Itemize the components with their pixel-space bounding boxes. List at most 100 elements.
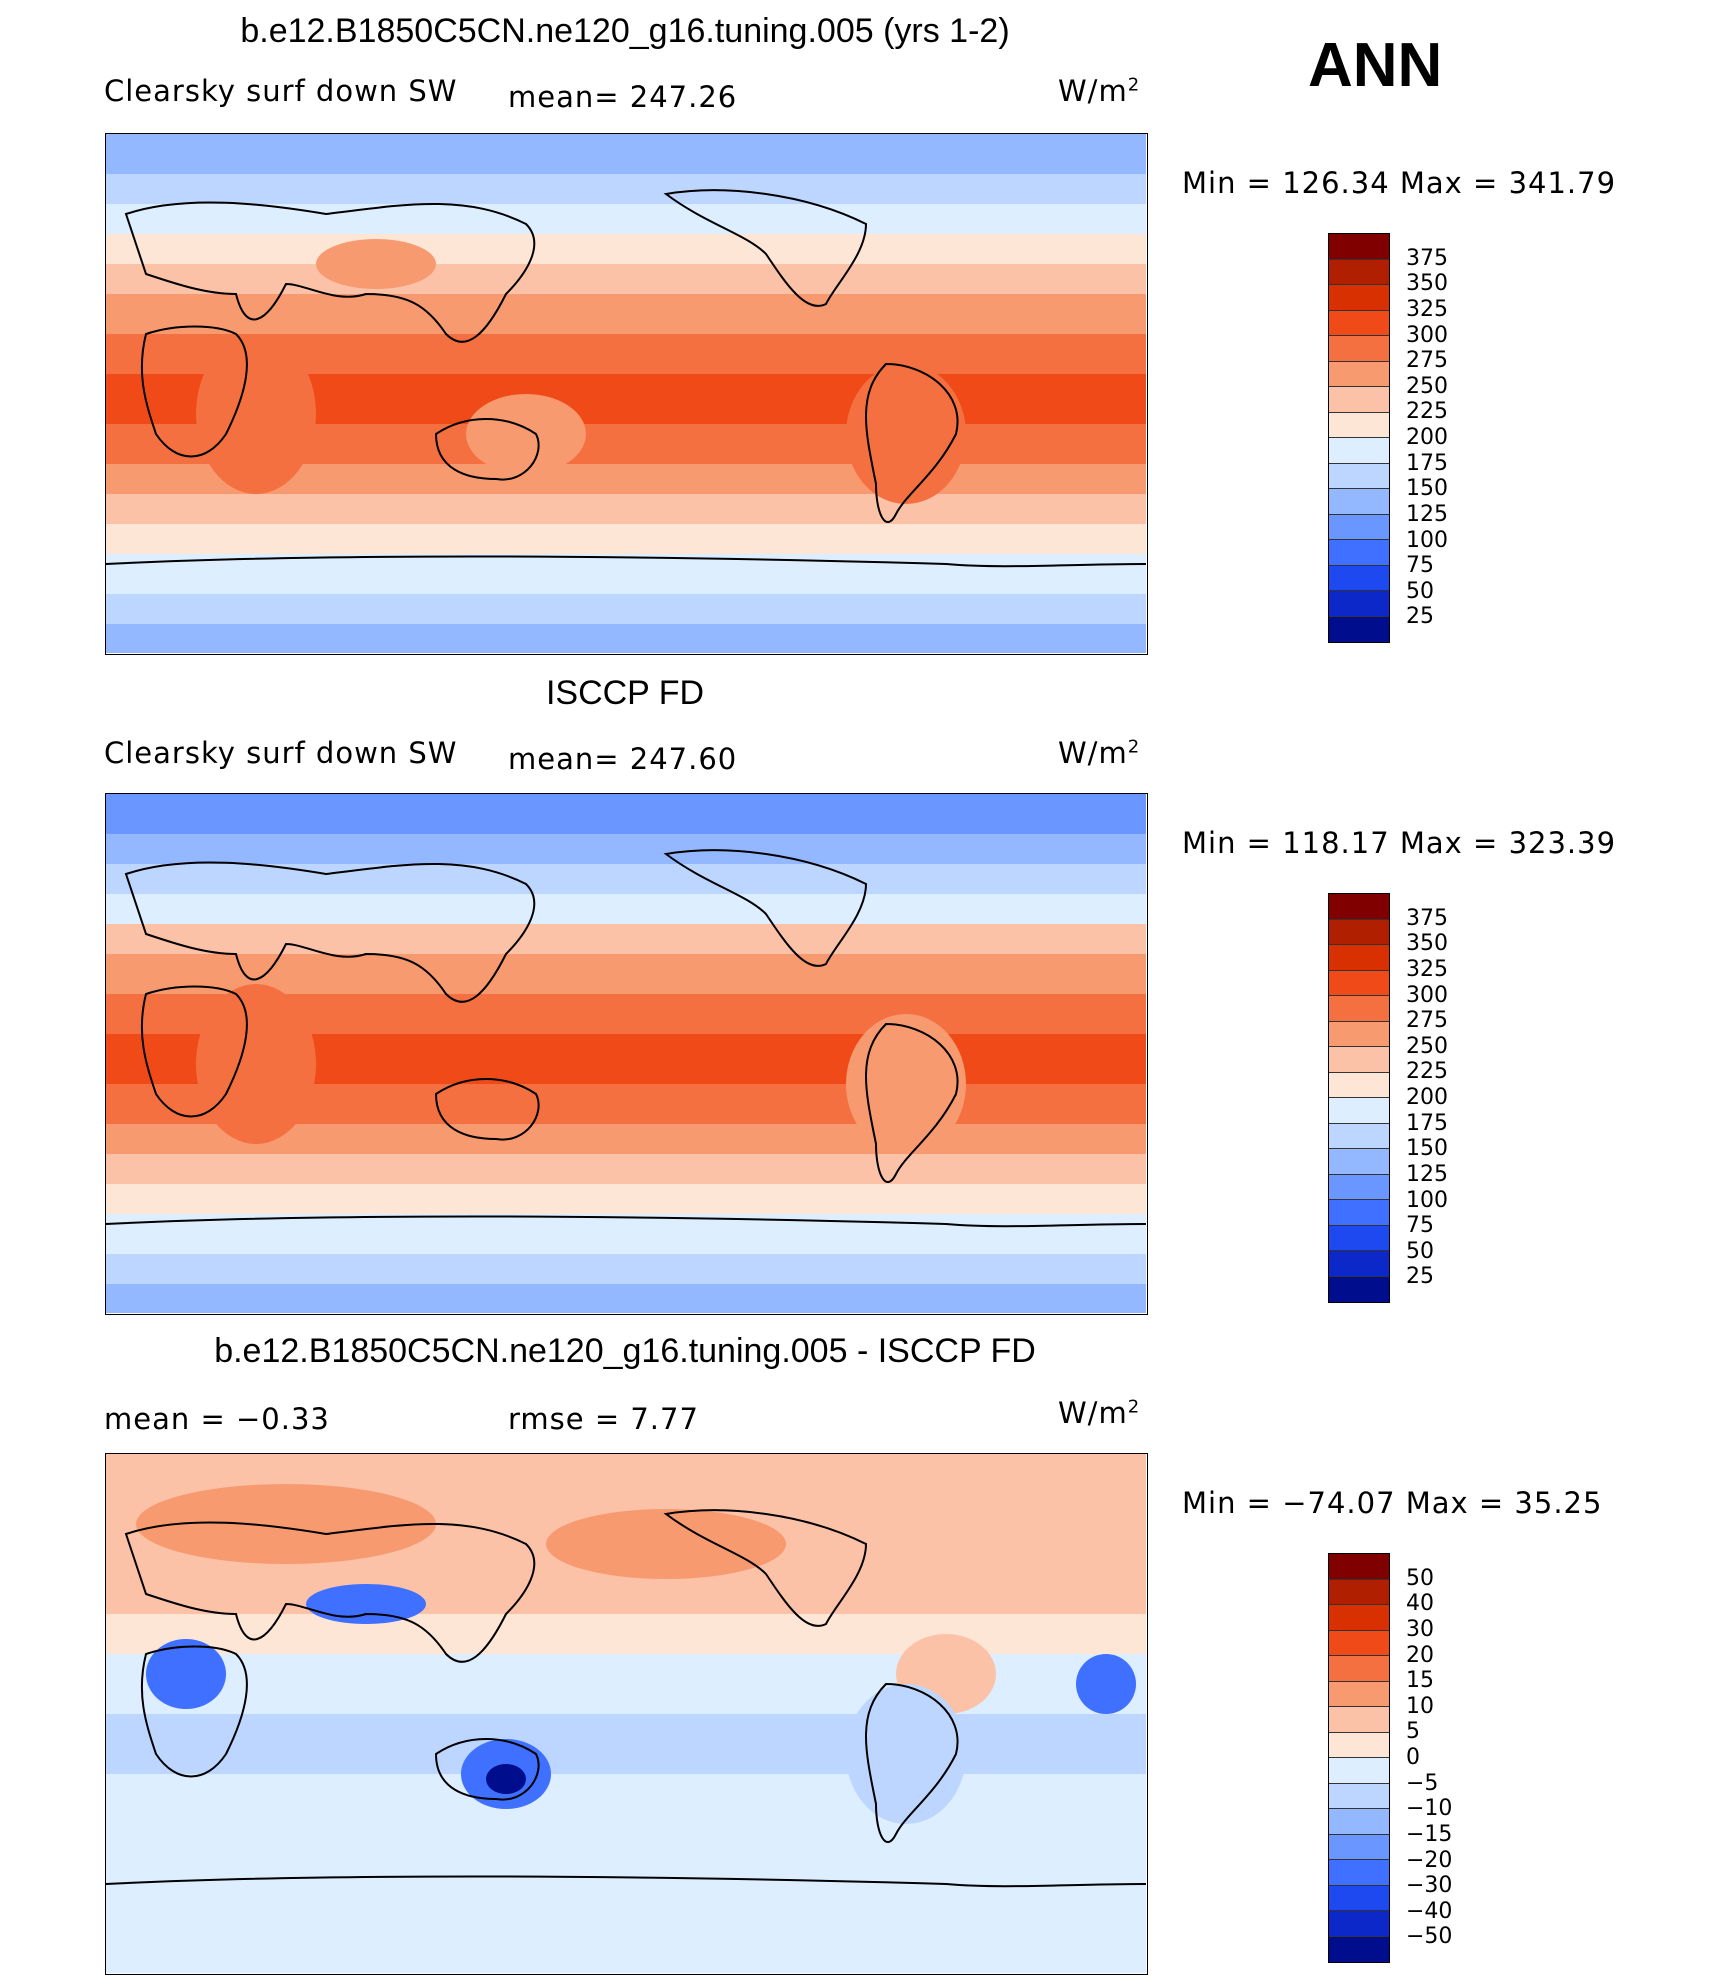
colorbar-tick-label: 20 <box>1406 1642 1434 1668</box>
colorbar-tick-label: 50 <box>1406 578 1434 604</box>
colorbar-swatch <box>1329 1936 1389 1962</box>
panel3-mean-label: mean = −0.33 <box>104 1402 330 1436</box>
panel3-colorbar-labels: 50 40 30 20 15 10 5 0 −5 −10 −15 −20 −30 −40 −50 <box>1406 1553 1526 1963</box>
panel1-mean-label: mean= 247.26 <box>508 80 738 114</box>
panel1-units: W/m2 <box>1058 74 1141 108</box>
colorbar-swatch <box>1329 1681 1389 1707</box>
colorbar-tick-label: 125 <box>1406 501 1448 527</box>
colorbar-swatch <box>1329 565 1389 591</box>
colorbar-swatch <box>1329 540 1389 566</box>
panel3-colorbar <box>1328 1553 1390 1963</box>
colorbar-swatch <box>1329 996 1389 1022</box>
colorbar-tick-label: 325 <box>1406 296 1448 322</box>
colorbar-tick-label: 150 <box>1406 1136 1448 1162</box>
colorbar-tick-label: 100 <box>1406 527 1448 553</box>
panel1-title: b.e12.B1850C5CN.ne120_g16.tuning.005 (yr… <box>240 12 1010 50</box>
colorbar-swatch <box>1329 1783 1389 1809</box>
colorbar-swatch <box>1329 1732 1389 1758</box>
colorbar-swatch <box>1329 1047 1389 1073</box>
panel2-colorbar-labels: 375 350 325 300 275 250 225 200 175 150 125 100 75 50… <box>1406 893 1526 1303</box>
colorbar-tick-label: −40 <box>1406 1898 1453 1924</box>
colorbar-tick-label: 300 <box>1406 982 1448 1008</box>
colorbar-tick-label: 200 <box>1406 1085 1448 1110</box>
panel3-units: W/m2 <box>1058 1396 1141 1430</box>
colorbar-tick-label: 75 <box>1406 1213 1434 1239</box>
colorbar-tick-label: 225 <box>1406 1059 1448 1085</box>
colorbar-swatch <box>1329 945 1389 971</box>
colorbar-tick-label: 25 <box>1406 604 1434 630</box>
colorbar-swatch <box>1329 438 1389 464</box>
colorbar-tick-label: 200 <box>1406 425 1448 450</box>
colorbar-swatch <box>1329 285 1389 311</box>
colorbar-tick-label: 75 <box>1406 553 1434 579</box>
colorbar-tick-label: 275 <box>1406 1008 1448 1034</box>
colorbar-swatch <box>1329 1656 1389 1682</box>
colorbar-swatch <box>1329 387 1389 413</box>
colorbar-swatch <box>1329 1885 1389 1911</box>
panel3-rmse-label: rmse = 7.77 <box>508 1402 699 1436</box>
colorbar-tick-label: −10 <box>1406 1796 1453 1822</box>
colorbar-tick-label: 175 <box>1406 1110 1448 1136</box>
colorbar-swatch <box>1329 894 1389 920</box>
panel2-variable-label: Clearsky surf down SW <box>104 736 458 770</box>
panel3-contour-field <box>106 1454 1146 1973</box>
colorbar-swatch <box>1329 1276 1389 1302</box>
panel3-map <box>105 1453 1148 1975</box>
colorbar-swatch <box>1329 1911 1389 1937</box>
colorbar-tick-label: 15 <box>1406 1668 1434 1694</box>
colorbar-tick-label: −50 <box>1406 1924 1453 1950</box>
colorbar-tick-label: 175 <box>1406 450 1448 476</box>
colorbar-swatch <box>1329 1021 1389 1047</box>
colorbar-tick-label: 250 <box>1406 373 1448 399</box>
colorbar-swatch <box>1329 1605 1389 1631</box>
colorbar-swatch <box>1329 336 1389 362</box>
panel3-minmax: Min = −74.07 Max = 35.25 <box>1182 1486 1603 1520</box>
colorbar-tick-label: 300 <box>1406 322 1448 348</box>
colorbar-tick-label: 10 <box>1406 1693 1434 1719</box>
colorbar-tick-label: 250 <box>1406 1033 1448 1059</box>
panel1-colorbar <box>1328 233 1390 643</box>
panel3-title: b.e12.B1850C5CN.ne120_g16.tuning.005 - I… <box>214 1332 1036 1370</box>
colorbar-swatch <box>1329 616 1389 642</box>
panel1-map <box>105 133 1148 655</box>
colorbar-tick-label: 225 <box>1406 399 1448 425</box>
colorbar-tick-label: 100 <box>1406 1187 1448 1213</box>
panel2-colorbar <box>1328 893 1390 1303</box>
colorbar-swatch <box>1329 1758 1389 1784</box>
colorbar-tick-label: 375 <box>1406 905 1448 931</box>
colorbar-swatch <box>1329 1707 1389 1733</box>
colorbar-tick-label: 50 <box>1406 1565 1434 1591</box>
colorbar-tick-label: −15 <box>1406 1821 1453 1847</box>
colorbar-tick-label: 30 <box>1406 1616 1434 1642</box>
panel2-map <box>105 793 1148 1315</box>
panel2-mean-label: mean= 247.60 <box>508 742 738 776</box>
panel2-minmax: Min = 118.17 Max = 323.39 <box>1182 826 1617 860</box>
panel1-minmax: Min = 126.34 Max = 341.79 <box>1182 166 1617 200</box>
panel1-variable-label: Clearsky surf down SW <box>104 74 458 108</box>
colorbar-swatch <box>1329 310 1389 336</box>
panel2-contour-field <box>106 794 1146 1313</box>
colorbar-swatch <box>1329 1579 1389 1605</box>
colorbar-tick-label: −20 <box>1406 1847 1453 1873</box>
colorbar-swatch <box>1329 1225 1389 1251</box>
colorbar-tick-label: 350 <box>1406 931 1448 957</box>
colorbar-tick-label: 125 <box>1406 1161 1448 1187</box>
colorbar-swatch <box>1329 1072 1389 1098</box>
colorbar-tick-label: 25 <box>1406 1264 1434 1290</box>
colorbar-swatch <box>1329 919 1389 945</box>
panel2-title: ISCCP FD <box>545 674 705 712</box>
colorbar-tick-label: 50 <box>1406 1238 1434 1264</box>
colorbar-swatch <box>1329 1809 1389 1835</box>
colorbar-swatch <box>1329 1834 1389 1860</box>
colorbar-swatch <box>1329 1554 1389 1580</box>
colorbar-swatch <box>1329 1174 1389 1200</box>
colorbar-swatch <box>1329 514 1389 540</box>
colorbar-tick-label: 150 <box>1406 476 1448 502</box>
colorbar-swatch <box>1329 1630 1389 1656</box>
panel1-contour-field <box>106 134 1146 653</box>
colorbar-swatch <box>1329 1200 1389 1226</box>
colorbar-tick-label: 375 <box>1406 245 1448 271</box>
colorbar-tick-label: −5 <box>1406 1770 1439 1796</box>
colorbar-tick-label: 0 <box>1406 1745 1420 1770</box>
colorbar-tick-label: 325 <box>1406 956 1448 982</box>
